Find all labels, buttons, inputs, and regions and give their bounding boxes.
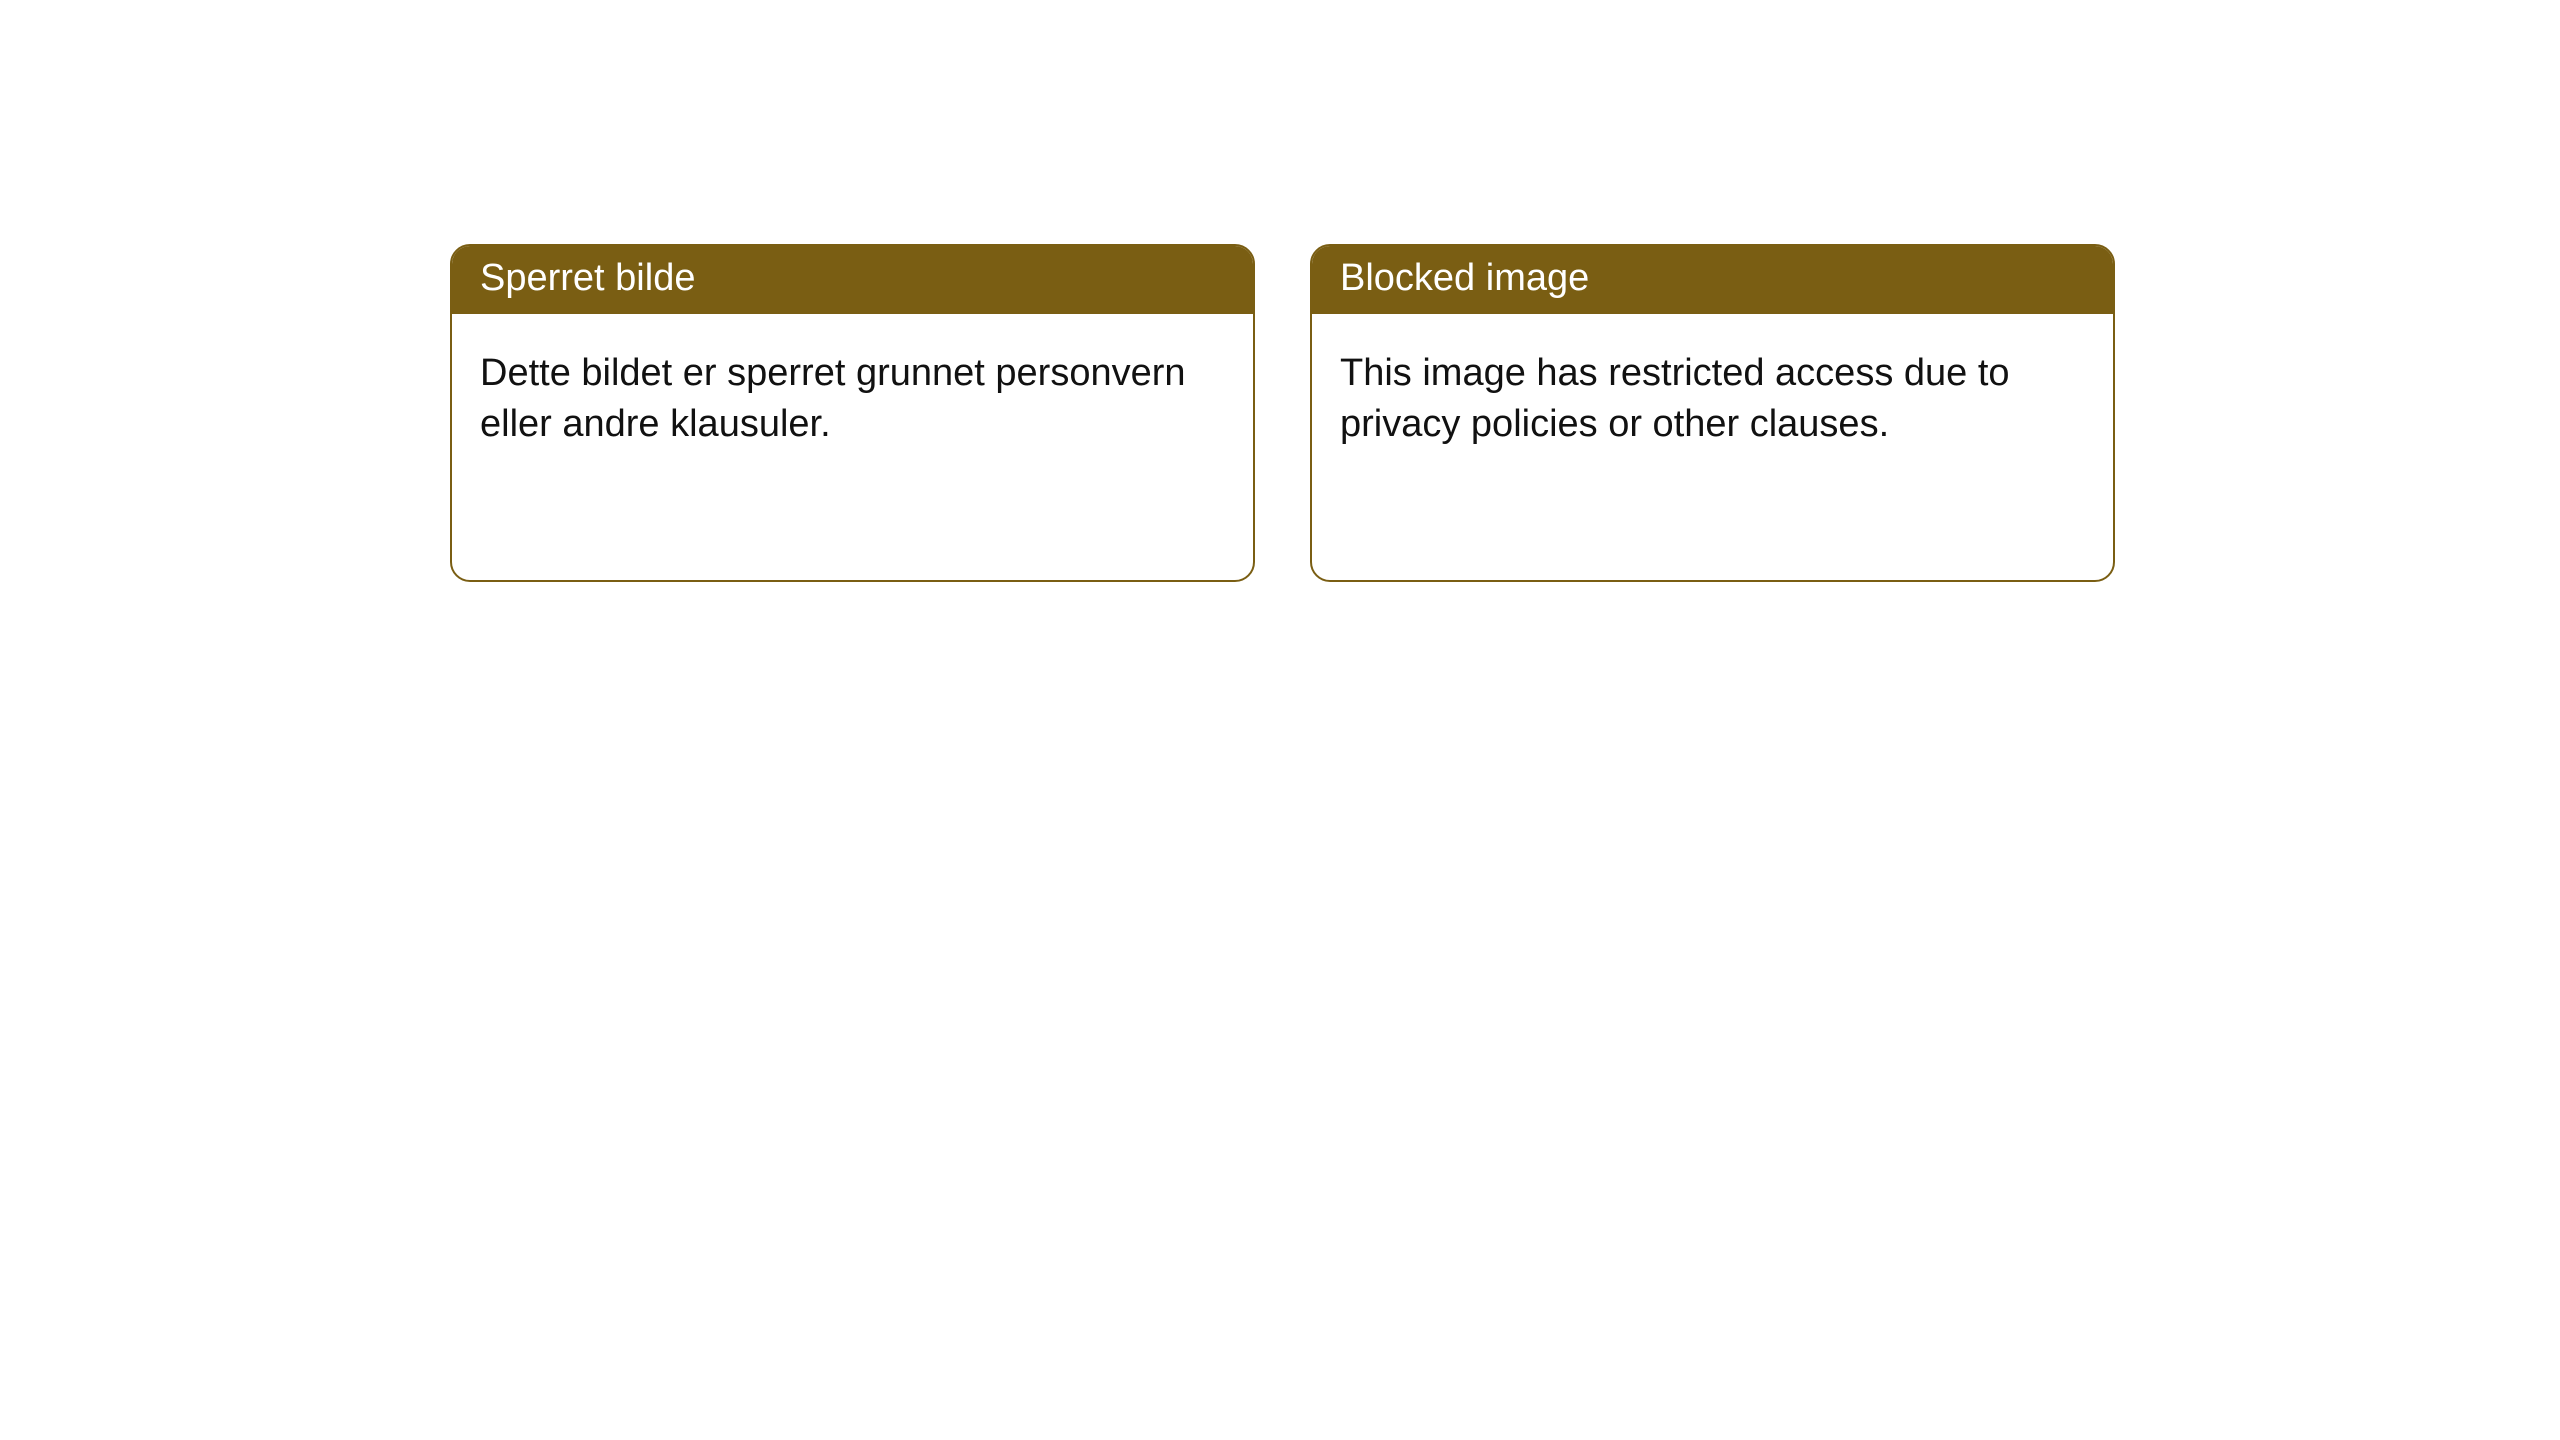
notice-container: Sperret bilde Dette bildet er sperret gr… bbox=[450, 244, 2115, 582]
notice-card-english: Blocked image This image has restricted … bbox=[1310, 244, 2115, 582]
notice-header: Sperret bilde bbox=[452, 246, 1253, 314]
notice-body-text: This image has restricted access due to … bbox=[1340, 352, 2010, 445]
notice-body-text: Dette bildet er sperret grunnet personve… bbox=[480, 352, 1186, 445]
notice-header: Blocked image bbox=[1312, 246, 2113, 314]
notice-title: Blocked image bbox=[1340, 257, 1589, 299]
notice-card-norwegian: Sperret bilde Dette bildet er sperret gr… bbox=[450, 244, 1255, 582]
notice-body: Dette bildet er sperret grunnet personve… bbox=[452, 314, 1253, 485]
notice-body: This image has restricted access due to … bbox=[1312, 314, 2113, 485]
notice-title: Sperret bilde bbox=[480, 257, 695, 299]
